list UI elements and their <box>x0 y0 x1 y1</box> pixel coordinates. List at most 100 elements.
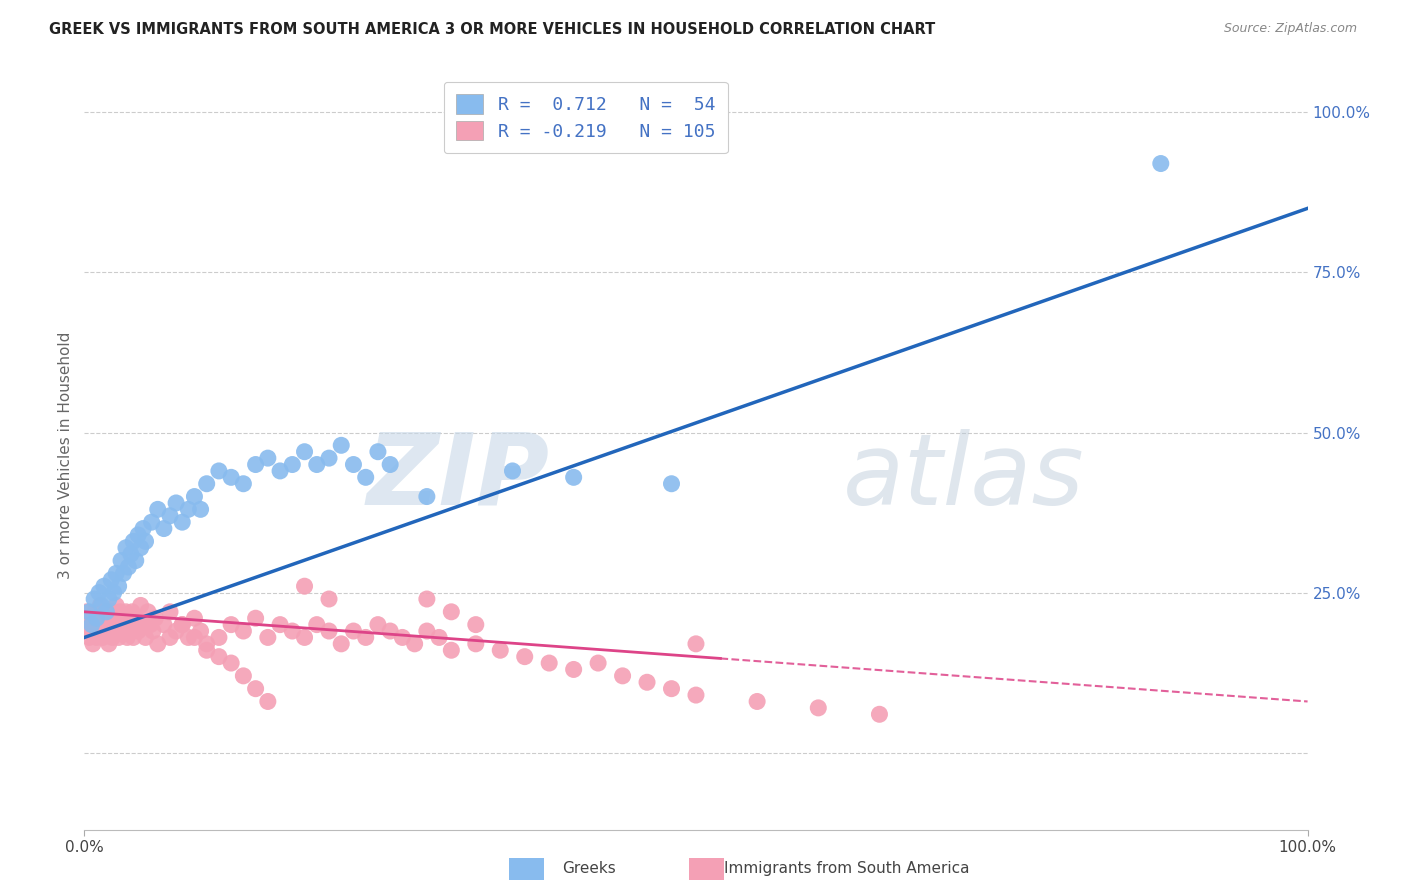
Point <box>208 649 231 664</box>
Point <box>105 566 128 581</box>
Point <box>101 631 124 645</box>
Point <box>100 573 122 587</box>
Point <box>110 553 132 567</box>
Point <box>90 617 112 632</box>
Point <box>219 470 242 484</box>
Point <box>96 624 118 638</box>
Point <box>257 694 280 708</box>
Point <box>342 458 364 472</box>
Point <box>195 476 218 491</box>
Text: Greeks: Greeks <box>562 861 616 876</box>
Point <box>159 605 181 619</box>
Point <box>111 624 134 638</box>
Point <box>367 444 389 458</box>
Point <box>195 643 218 657</box>
Point <box>245 458 267 472</box>
Point <box>159 631 181 645</box>
Point <box>114 617 136 632</box>
Point <box>318 451 340 466</box>
Point <box>125 553 148 567</box>
Point <box>245 611 267 625</box>
Point <box>165 624 187 638</box>
Point <box>83 592 105 607</box>
Point <box>79 611 101 625</box>
Point <box>127 528 149 542</box>
Point <box>219 617 242 632</box>
Point <box>110 617 132 632</box>
Point <box>135 534 157 549</box>
Point <box>464 617 486 632</box>
Point <box>172 515 194 529</box>
Point <box>464 637 486 651</box>
Point <box>354 631 377 645</box>
Point <box>115 605 138 619</box>
Point <box>120 617 142 632</box>
Point <box>83 617 105 632</box>
Point <box>281 624 304 638</box>
Point <box>380 624 402 638</box>
Point <box>153 617 176 632</box>
Point <box>281 458 304 472</box>
Point <box>562 663 585 677</box>
Point <box>159 508 181 523</box>
Point <box>330 438 353 452</box>
Point <box>232 669 254 683</box>
Point <box>661 681 683 696</box>
Point <box>294 631 316 645</box>
Point <box>232 476 254 491</box>
Point <box>146 502 169 516</box>
Point <box>135 631 157 645</box>
Point <box>93 579 115 593</box>
Point <box>96 605 118 619</box>
Point <box>122 631 145 645</box>
Point <box>125 611 148 625</box>
Point <box>219 656 242 670</box>
Point <box>108 605 131 619</box>
Point <box>105 617 128 632</box>
Point <box>132 617 155 632</box>
Point <box>305 458 328 472</box>
Point <box>117 611 139 625</box>
Point <box>269 464 291 478</box>
Point <box>122 534 145 549</box>
Point <box>208 631 231 645</box>
Point <box>440 605 463 619</box>
Point <box>416 624 439 638</box>
Point <box>416 592 439 607</box>
Point <box>129 541 152 555</box>
Point <box>87 585 110 599</box>
Point <box>98 617 121 632</box>
Point <box>153 522 176 536</box>
Point <box>245 681 267 696</box>
Point <box>132 522 155 536</box>
Text: ZIP: ZIP <box>366 429 550 526</box>
Point <box>586 656 609 670</box>
Point <box>318 624 340 638</box>
Point <box>685 637 707 651</box>
Point <box>404 637 426 651</box>
Point <box>489 643 512 657</box>
Point <box>118 624 141 638</box>
Point <box>165 496 187 510</box>
Point <box>612 669 634 683</box>
Point <box>513 649 536 664</box>
Point <box>367 617 389 632</box>
Point <box>562 470 585 484</box>
Point <box>1150 156 1173 170</box>
Point <box>87 624 110 638</box>
Point <box>141 515 163 529</box>
Point <box>391 631 413 645</box>
Point <box>103 585 125 599</box>
Point <box>143 611 166 625</box>
Point <box>183 631 205 645</box>
Point <box>661 476 683 491</box>
Point <box>112 611 135 625</box>
Point <box>77 605 100 619</box>
Point <box>183 490 205 504</box>
Point <box>502 464 524 478</box>
Point <box>97 592 120 607</box>
Point <box>105 599 128 613</box>
Point <box>538 656 561 670</box>
Point <box>342 624 364 638</box>
Point <box>380 458 402 472</box>
